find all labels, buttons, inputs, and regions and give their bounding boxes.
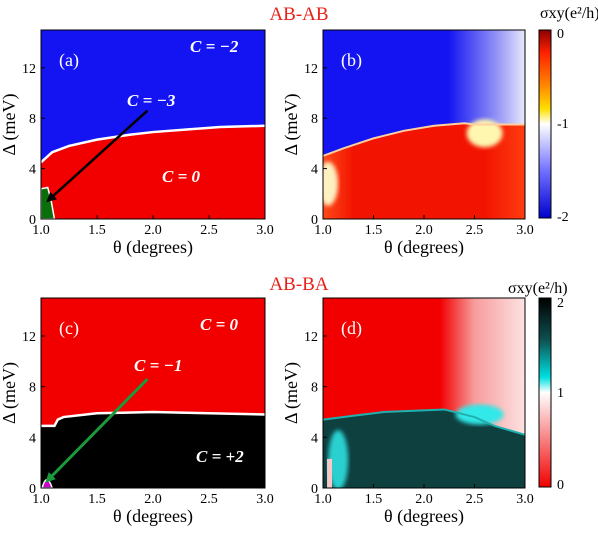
region-lower	[323, 409, 525, 488]
y-tick-label: 4	[29, 431, 36, 446]
cyan-left	[328, 430, 349, 488]
x-tick-label: 1.5	[88, 223, 106, 238]
y-tick-label: 0	[311, 213, 318, 228]
colorbar-top-tick: -1	[557, 117, 569, 132]
panel-b: 1.0 1.5 2.0 2.5 3.0 0 4 8 12 θ (degrees) Δ (meV) (b…	[281, 29, 534, 258]
y-tick-label: 0	[311, 482, 318, 497]
y-tick-label: 8	[311, 381, 318, 396]
label-c-0: C = 0	[162, 167, 201, 186]
x-tick-label: 2.5	[200, 223, 218, 238]
x-tick-label: 3.0	[516, 223, 534, 238]
colorbar-top-gradient	[538, 29, 552, 219]
region-c-0	[41, 125, 265, 219]
x-axis-label: θ (degrees)	[113, 237, 193, 258]
x-axis-label: θ (degrees)	[113, 506, 193, 527]
colorbar-bottom-label: σxy(e²/h)	[508, 280, 568, 297]
label-c-0: C = 0	[200, 315, 239, 334]
plot-area	[323, 30, 525, 219]
x-axis-label: θ (degrees)	[384, 506, 464, 527]
region-lower	[323, 123, 525, 219]
x-tick-label: 1.0	[32, 492, 50, 507]
y-tick-label: 12	[22, 62, 36, 77]
colorbar-top-tick: 0	[557, 27, 564, 42]
y-axis-label: Δ (meV)	[0, 362, 20, 424]
x-tick-label: 2.0	[415, 223, 433, 238]
y-tick-label: 8	[29, 381, 36, 396]
colorbar-top-tick: -2	[557, 210, 569, 225]
y-tick-label: 8	[311, 112, 318, 127]
y-tick-label: 4	[311, 431, 318, 446]
label-c-minus-3: C = −3	[127, 91, 176, 110]
colorbar-top: σxy(e²/h) 0 -1 -2	[538, 5, 598, 225]
colorbar-top-label: σxy(e²/h)	[540, 5, 598, 22]
y-tick-label: 12	[304, 62, 318, 77]
x-tick-label: 2.0	[144, 223, 162, 238]
transition-glow-left	[323, 161, 339, 206]
x-tick-label: 1.5	[365, 492, 383, 507]
label-c-minus-1: C = −1	[134, 356, 182, 375]
row-title-ab-ba: AB-BA	[269, 274, 328, 295]
arrow-c-minus-3	[46, 109, 149, 203]
phase-boundary	[41, 124, 265, 164]
label-c-plus-2: C = +2	[196, 447, 244, 466]
panel-tag: (b)	[341, 50, 362, 71]
x-axis-label: θ (degrees)	[384, 237, 464, 258]
x-tick-label: 2.0	[415, 492, 433, 507]
x-tick-label: 3.0	[516, 492, 534, 507]
phase-boundary	[41, 410, 265, 428]
row-title-ab-ab: AB-AB	[269, 4, 328, 25]
panel-d: 1.0 1.5 2.0 2.5 3.0 0 4 8 12 θ (degrees) Δ (meV) (d…	[281, 297, 534, 527]
y-tick-label: 12	[304, 330, 318, 345]
x-tick-label: 3.0	[256, 492, 274, 507]
colorbar-bottom-tick: 2	[557, 296, 564, 311]
panel-a: C = −2 C = 0 C = −3 1.0 1.5 2.0 2.5 3.0 0 4 8 12 θ (…	[0, 29, 274, 258]
y-axis-label: Δ (meV)	[281, 93, 302, 155]
y-tick-label: 0	[29, 482, 36, 497]
x-tick-label: 1.0	[32, 223, 50, 238]
label-c-minus-2: C = −2	[190, 37, 239, 56]
colorbar-bottom-gradient	[538, 297, 552, 488]
panel-tag: (d)	[341, 318, 362, 339]
x-tick-label: 1.0	[314, 223, 332, 238]
panel-tag: (a)	[59, 50, 79, 71]
x-tick-label: 1.5	[365, 223, 383, 238]
plot-area	[41, 30, 265, 219]
x-tick-label: 2.5	[200, 492, 218, 507]
plot-area	[323, 298, 525, 488]
y-tick-label: 12	[22, 330, 36, 345]
arrow-c-minus-1	[45, 378, 149, 483]
panel-c: C = 0 C = +2 C = −1 1.0 1.5 2.0 2.5 3.0 0 4 8 12 θ (…	[0, 297, 274, 527]
y-tick-label: 4	[29, 163, 36, 178]
x-tick-label: 1.5	[88, 492, 106, 507]
x-tick-label: 2.5	[466, 492, 484, 507]
y-tick-label: 4	[311, 163, 318, 178]
phase-boundary	[323, 122, 525, 157]
y-tick-label: 0	[29, 213, 36, 228]
phase-boundary	[323, 408, 525, 436]
transition-glow	[466, 119, 503, 148]
cyan-band	[455, 404, 504, 425]
y-axis-label: Δ (meV)	[281, 362, 302, 424]
x-tick-label: 3.0	[256, 223, 274, 238]
panel-tag: (c)	[59, 318, 79, 339]
pink-strip	[327, 458, 333, 488]
y-axis-label: Δ (meV)	[0, 93, 20, 155]
x-tick-label: 1.0	[314, 492, 332, 507]
x-tick-label: 2.0	[144, 492, 162, 507]
y-tick-label: 8	[29, 112, 36, 127]
colorbar-bottom: σxy(e²/h) 2 1 0	[508, 280, 568, 493]
colorbar-bottom-tick: 0	[557, 478, 564, 493]
x-tick-label: 2.5	[466, 223, 484, 238]
colorbar-bottom-tick: 1	[557, 386, 564, 401]
